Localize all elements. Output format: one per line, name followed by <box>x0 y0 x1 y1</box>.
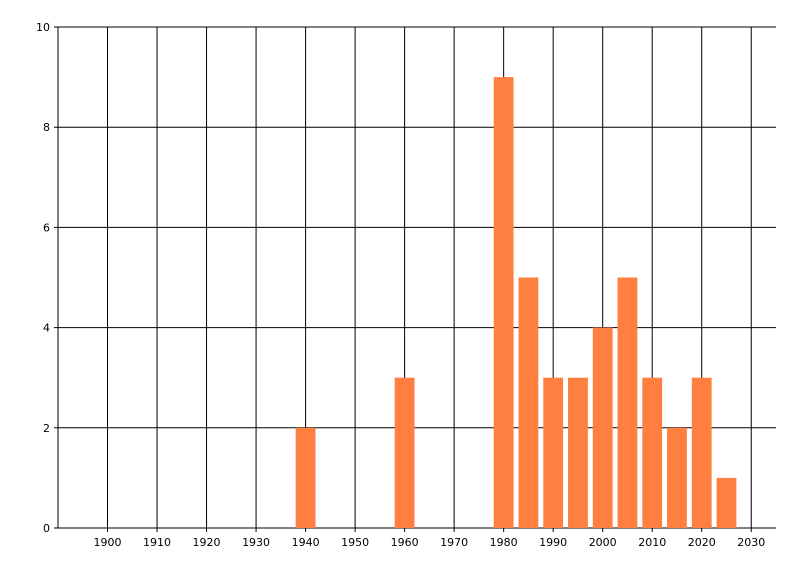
bar <box>667 427 687 528</box>
bar <box>617 277 638 528</box>
y-tick-label: 10 <box>36 21 50 34</box>
x-tick-label: 1920 <box>193 536 221 549</box>
x-tick-label: 1930 <box>242 536 270 549</box>
bar <box>518 277 539 528</box>
y-tick-label: 8 <box>43 121 50 134</box>
y-tick-label: 2 <box>43 422 50 435</box>
bar <box>642 377 663 528</box>
y-tick-label: 6 <box>43 221 50 234</box>
x-tick-label: 1910 <box>143 536 171 549</box>
x-tick-label: 2000 <box>589 536 617 549</box>
bar <box>543 377 564 528</box>
y-tick-label: 0 <box>43 522 50 535</box>
bar <box>295 427 316 528</box>
x-tick-label: 1980 <box>490 536 518 549</box>
x-tick-label: 1900 <box>94 536 122 549</box>
bar <box>691 377 712 528</box>
bar <box>394 377 415 528</box>
bar <box>568 377 588 528</box>
bar <box>493 77 514 528</box>
x-tick-label: 1990 <box>539 536 567 549</box>
x-tick-label: 1960 <box>391 536 419 549</box>
x-tick-label: 2010 <box>638 536 666 549</box>
x-tick-label: 1970 <box>440 536 468 549</box>
bar <box>592 327 613 528</box>
x-tick-label: 2020 <box>688 536 716 549</box>
x-tick-label: 2030 <box>737 536 765 549</box>
y-tick-label: 4 <box>43 322 50 335</box>
x-tick-label: 1940 <box>292 536 320 549</box>
x-tick-label: 1950 <box>341 536 369 549</box>
bar <box>716 477 737 528</box>
